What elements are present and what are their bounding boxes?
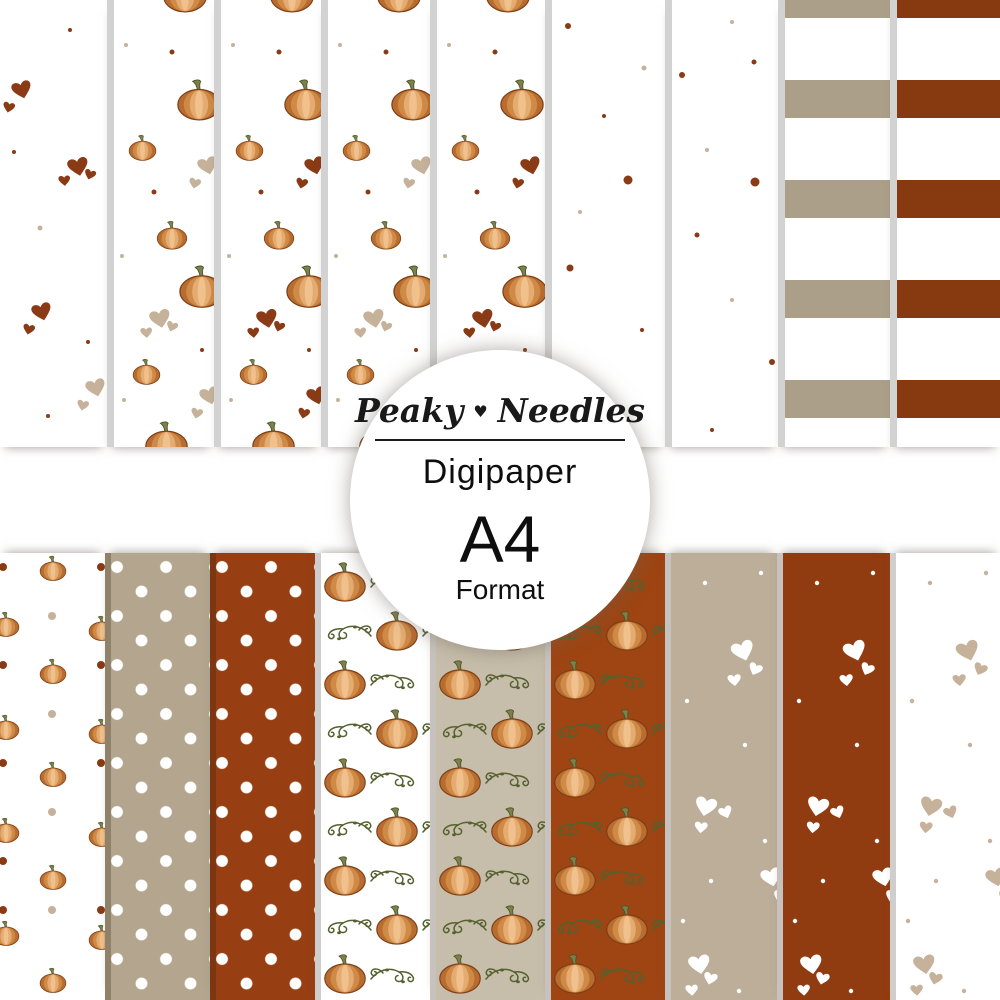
paper-sheet-pumpkin-vine-white <box>315 553 430 1000</box>
bottom-paper-row <box>0 553 1000 1000</box>
paper-sheet-hearts-on-white <box>890 553 1000 1000</box>
paper-sheet-polka-dots-tan <box>105 553 210 1000</box>
paper-sheet-pumpkin-toss-3 <box>321 0 430 447</box>
paper-sheet-pumpkins-and-dots-white <box>0 553 105 1000</box>
paper-sheet-pumpkin-toss-2 <box>214 0 321 447</box>
paper-sheet-pumpkin-toss-1 <box>107 0 214 447</box>
top-paper-row <box>0 0 1000 447</box>
paper-sheet-stripes-tan <box>778 0 890 447</box>
badge-format-size: A4 <box>459 502 541 577</box>
paper-sheet-hearts-on-rust <box>777 553 890 1000</box>
paper-sheet-polka-dots-rust <box>210 553 315 1000</box>
brand-name: Peaky ♥ Needles <box>355 394 645 427</box>
paper-sheet-pumpkin-toss-hearts <box>0 0 107 447</box>
badge-subtitle: Digipaper <box>422 452 578 491</box>
brand-name-right: Needles <box>497 390 646 430</box>
badge-format-label: Format <box>455 574 545 606</box>
brand-badge: Peaky ♥ Needles Digipaper A4 Format <box>350 350 650 650</box>
badge-divider <box>375 438 625 441</box>
heart-icon: ♥ <box>473 402 488 422</box>
paper-sheet-confetti-dots-2 <box>665 0 778 447</box>
paper-sheet-stripes-rust <box>890 0 1000 447</box>
paper-sheet-hearts-on-tan <box>665 553 777 1000</box>
brand-name-left: Peaky <box>354 390 464 430</box>
